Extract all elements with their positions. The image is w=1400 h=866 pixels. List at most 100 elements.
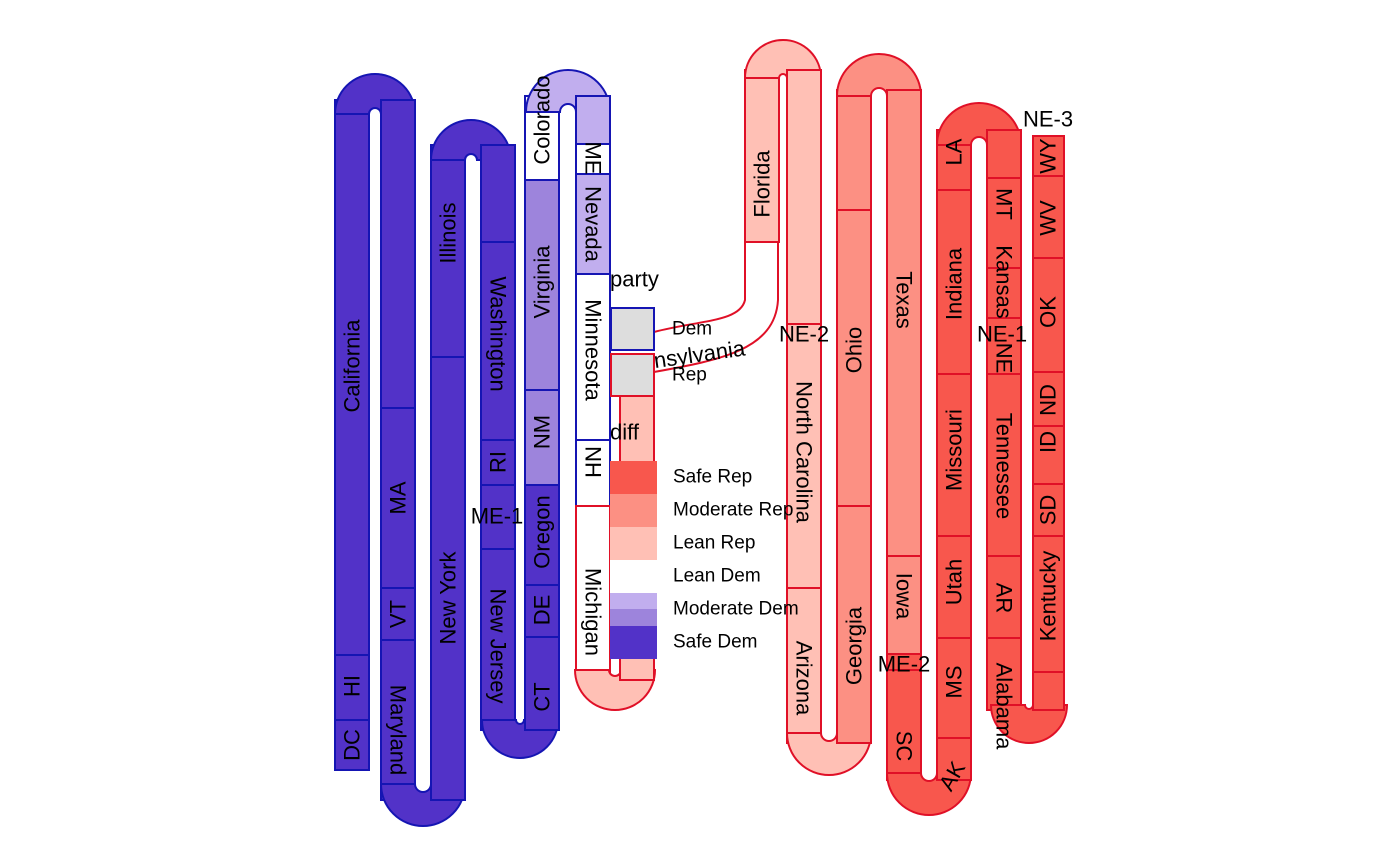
sd-segment	[1032, 483, 1065, 537]
iowa-segment	[886, 555, 922, 655]
legend-key-lean-rep	[610, 527, 657, 560]
label-sd: SD	[1036, 495, 1061, 526]
label-me: ME	[581, 142, 606, 175]
label-florida: Florida	[750, 150, 775, 218]
label-maryland: Maryland	[386, 685, 411, 775]
label-nh: NH	[581, 446, 606, 478]
legend-key-safe-rep	[610, 461, 657, 494]
label-texas: Texas	[892, 271, 917, 328]
label-id: ID	[1036, 431, 1061, 453]
arizona-segment	[786, 587, 822, 744]
utah-segment	[936, 535, 972, 639]
maryland-segment	[380, 639, 416, 801]
label-minnesota: Minnesota	[581, 299, 606, 401]
label-new-jersey: New Jersey	[486, 589, 511, 704]
legend-key-lean-dem-band	[610, 593, 657, 609]
florida-segment	[744, 69, 780, 243]
label-ms: MS	[942, 666, 967, 699]
legend-key-safe-dem	[610, 626, 657, 659]
label-arizona: Arizona	[792, 641, 817, 716]
legend-label-safe-dem: Safe Dem	[673, 632, 757, 653]
label-ne-1: NE-1	[977, 322, 1027, 347]
hi-segment	[334, 654, 370, 721]
label-ne-2: NE-2	[779, 322, 829, 347]
label-me-1: ME-1	[471, 504, 524, 529]
label-kentucky: Kentucky	[1036, 551, 1061, 642]
sc-segment	[886, 669, 922, 781]
legend: party Dem Rep diff Safe Rep Moderate Rep Lean …	[610, 267, 799, 659]
label-ne: NE	[992, 343, 1017, 374]
label-mt: MT	[992, 188, 1017, 220]
label-oregon: Oregon	[530, 495, 555, 568]
label-ne-3: NE-3	[1023, 107, 1073, 132]
florida-turn	[743, 39, 823, 79]
ok-segment	[1032, 257, 1065, 373]
label-nevada: Nevada	[581, 186, 606, 263]
snake-ribbons	[333, 39, 1069, 827]
colorado-upper-segment	[575, 95, 611, 145]
label-alabama: Alabama	[992, 663, 1017, 751]
florida-upper-segment	[786, 69, 822, 325]
label-utah: Utah	[942, 559, 967, 605]
label-sc: SC	[892, 731, 917, 762]
new-jersey-segment	[480, 548, 516, 731]
pennsylvania-connector-outer	[653, 240, 746, 333]
legend-party-title: party	[610, 267, 659, 292]
north-carolina-segment	[786, 323, 822, 589]
oregon-segment	[524, 484, 560, 586]
ak-segment	[936, 737, 972, 781]
label-michigan: Michigan	[581, 568, 606, 656]
illinois-upper-segment	[480, 144, 516, 243]
nh-segment	[575, 439, 611, 507]
legend-key-lean-dem	[610, 560, 657, 593]
label-ar: AR	[992, 583, 1017, 614]
nd-segment	[1032, 371, 1065, 427]
label-ok: OK	[1036, 296, 1061, 328]
de-segment	[524, 584, 560, 638]
label-dc: DC	[340, 729, 365, 761]
california-upper-segment	[380, 99, 416, 409]
legend-label-rep: Rep	[672, 365, 707, 386]
label-colorado: Colorado	[530, 75, 555, 164]
ct-segment	[524, 636, 560, 731]
label-hi: HI	[340, 675, 365, 697]
label-tennessee: Tennessee	[992, 413, 1017, 519]
label-ma: MA	[386, 481, 411, 514]
vt-segment	[380, 587, 416, 641]
label-georgia: Georgia	[842, 606, 867, 685]
legend-label-lean-dem: Lean Dem	[673, 566, 761, 587]
label-nd: ND	[1036, 384, 1061, 416]
label-wv: WV	[1036, 200, 1061, 236]
wy-segment	[1032, 135, 1065, 177]
ohio-upper-segment	[836, 89, 872, 211]
label-new-york: New York	[436, 551, 461, 645]
minnesota-segment	[575, 273, 611, 441]
new-york-segment	[430, 356, 466, 801]
label-vt: VT	[386, 600, 411, 628]
alabama-kentucky-turn	[989, 704, 1069, 744]
nevada-segment	[575, 173, 611, 275]
legend-label-lean-rep: Lean Rep	[673, 533, 755, 554]
alabama-segment	[986, 637, 1022, 711]
label-iowa: Iowa	[892, 573, 917, 620]
indiana-segment	[936, 189, 972, 375]
legend-key-moderate-rep	[610, 494, 657, 527]
label-ct: CT	[530, 682, 555, 711]
virginia-segment	[524, 179, 560, 391]
label-me-2: ME-2	[878, 652, 931, 677]
legend-label-dem: Dem	[672, 319, 712, 340]
kentucky-lower-segment	[1032, 671, 1065, 711]
illinois-segment	[430, 144, 466, 358]
legend-key-rep	[610, 353, 655, 397]
la-upper-segment	[986, 129, 1022, 179]
sc-ak-turn	[885, 772, 973, 816]
label-virginia: Virginia	[530, 245, 555, 319]
georgia-segment	[836, 505, 872, 744]
wv-segment	[1032, 175, 1065, 259]
legend-label-safe-rep: Safe Rep	[673, 467, 752, 488]
label-missouri: Missouri	[942, 409, 967, 491]
kentucky-segment	[1032, 535, 1065, 673]
ar-segment	[986, 555, 1022, 639]
label-wy: WY	[1036, 138, 1061, 174]
